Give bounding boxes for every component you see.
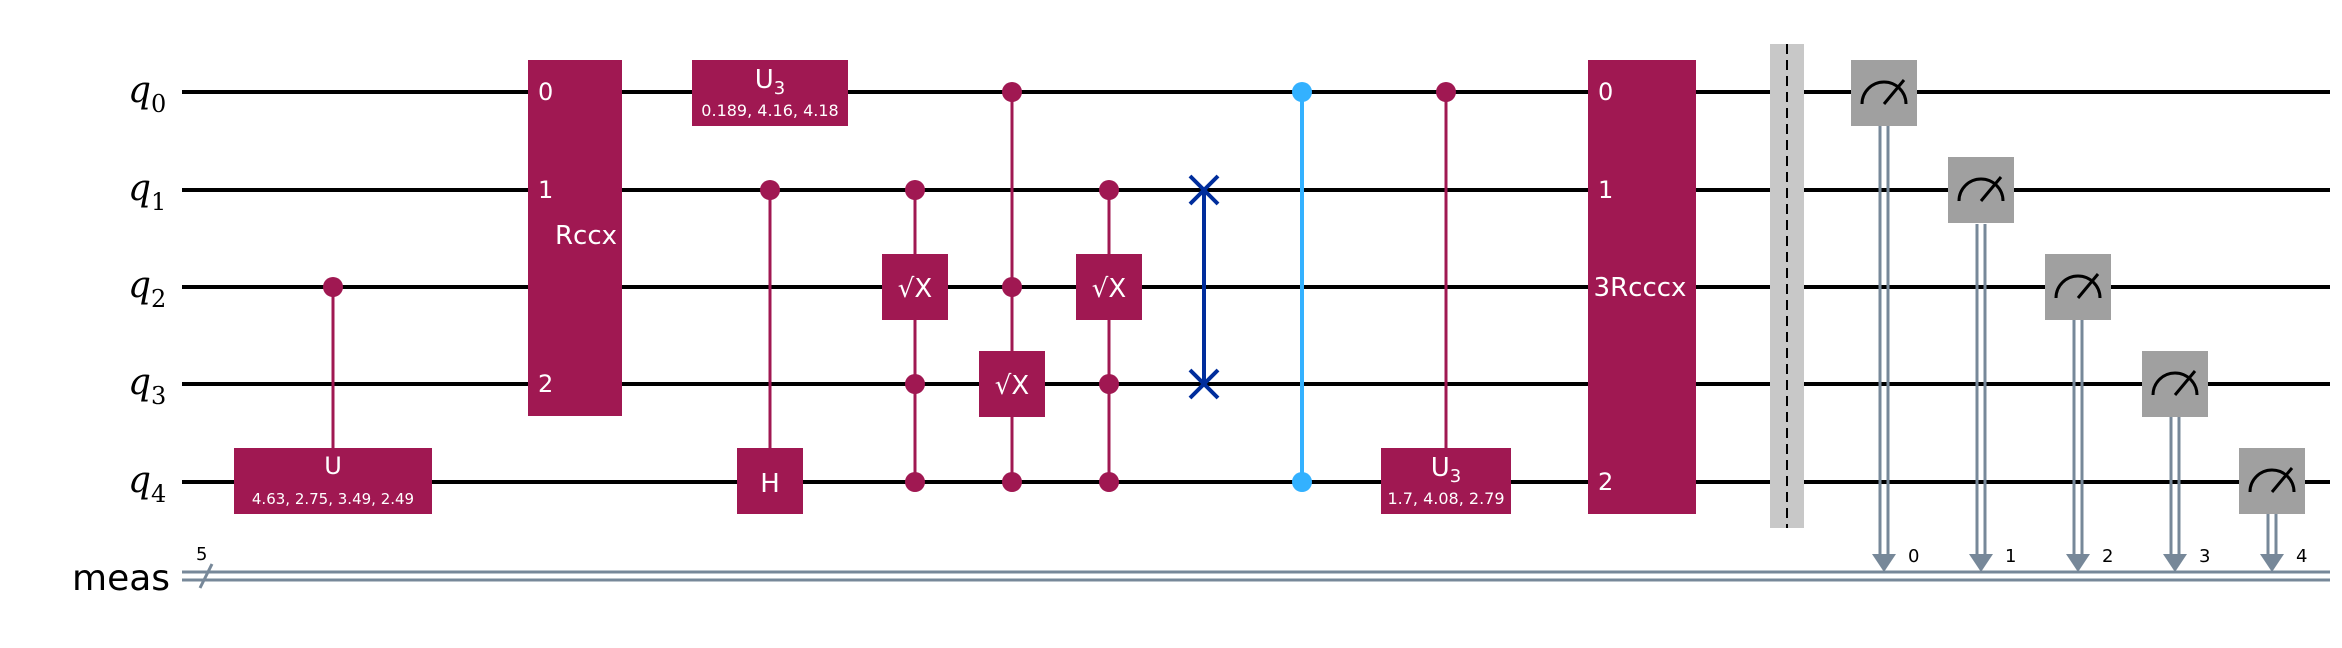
ch-control-dot	[760, 180, 780, 200]
csx2-control-q4	[1002, 472, 1022, 492]
u-gate	[234, 448, 432, 514]
measure-bit-1: 1	[2005, 546, 2016, 567]
h-gate-label: H	[760, 469, 780, 499]
qubit-label-2: q2	[128, 265, 166, 313]
u3-bottom-label: U3	[1431, 453, 1461, 487]
u3-bottom-gate	[1381, 448, 1511, 514]
sx3-gate-label: √X	[1092, 274, 1126, 304]
measure-bit-3: 3	[2199, 546, 2210, 567]
classical-register-label: meas	[72, 558, 170, 599]
u3-top-gate	[692, 60, 848, 126]
csx3-control-q3	[1099, 374, 1119, 394]
qubit-label-4: q4	[128, 460, 166, 508]
csx1-control-q3	[905, 374, 925, 394]
sx3-gate	[1076, 254, 1142, 320]
sx1-gate	[882, 254, 948, 320]
csx2-control-q0	[1002, 82, 1022, 102]
rcccx-gate-label: 3Rcccx	[1594, 273, 1687, 303]
register-size-slash	[198, 563, 214, 589]
measure-4	[2239, 448, 2305, 572]
rcccx-port-1: 1	[1598, 176, 1613, 204]
u-gate-params: 4.63, 2.75, 3.49, 2.49	[252, 490, 414, 508]
h-gate	[737, 448, 803, 514]
measure-bit-4: 4	[2296, 546, 2307, 567]
csx1-control-q1	[905, 180, 925, 200]
rcccx-port-0: 0	[1598, 78, 1613, 106]
u-gate-label: U	[324, 452, 342, 480]
measure-bit-0: 0	[1908, 546, 1919, 567]
measure-3	[2142, 351, 2208, 572]
u3-top-params: 0.189, 4.16, 4.18	[701, 101, 838, 120]
csx2-control-q2	[1002, 277, 1022, 297]
csx1-control-q4	[905, 472, 925, 492]
rccx-gate	[528, 60, 622, 416]
rccx-port-0: 0	[538, 78, 553, 106]
rccx-port-2: 2	[538, 370, 553, 398]
sx2-gate	[979, 351, 1045, 417]
csx3-control-q4	[1099, 472, 1119, 492]
cu3-control-dot	[1436, 82, 1456, 102]
qubit-label-1: q1	[128, 168, 166, 216]
rcccx-port-2: 2	[1598, 468, 1613, 496]
sx2-gate-label: √X	[995, 371, 1029, 401]
rccx-gate-label: Rccx	[555, 221, 617, 251]
measure-1	[1948, 157, 2014, 572]
csx3-control-q1	[1099, 180, 1119, 200]
u3-top-label: U3	[755, 65, 785, 99]
cz-dot-q0	[1292, 82, 1312, 102]
cz-dot-q4	[1292, 472, 1312, 492]
u3-bottom-params: 1.7, 4.08, 2.79	[1387, 489, 1504, 508]
measure-0	[1851, 60, 1917, 572]
sx1-gate-label: √X	[898, 274, 932, 304]
rccx-port-1: 1	[538, 176, 553, 204]
measure-bit-2: 2	[2102, 546, 2113, 567]
qubit-label-0: q0	[128, 70, 166, 118]
qubit-label-3: q3	[128, 362, 166, 410]
measure-2	[2045, 254, 2111, 572]
register-size: 5	[196, 544, 207, 565]
swap-gate	[1188, 174, 1220, 400]
rcccx-gate	[1588, 60, 1696, 514]
u-control-dot	[323, 277, 343, 297]
